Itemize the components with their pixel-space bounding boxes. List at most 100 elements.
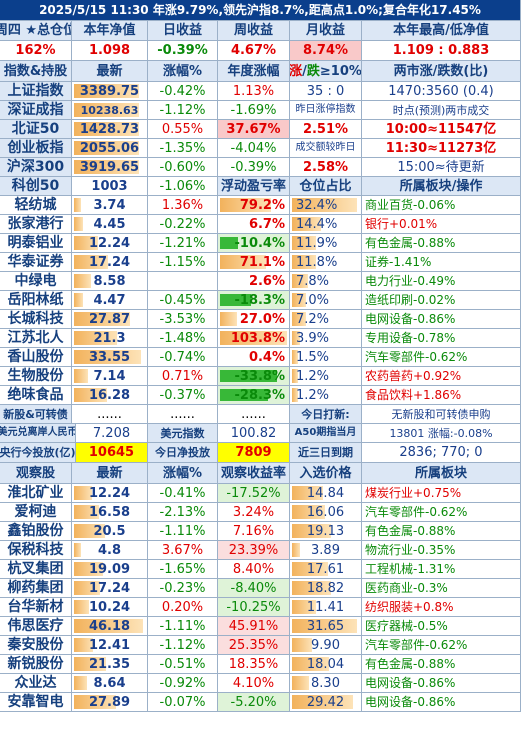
- holding-name: 明泰铝业: [0, 234, 72, 253]
- watch-last-text: 16.58: [88, 504, 131, 520]
- value-bar: [292, 236, 316, 250]
- summary-header-text: 日收益: [162, 23, 202, 38]
- index-change-text: -1.06%: [159, 178, 206, 194]
- cb-value-text: 10645: [88, 445, 135, 460]
- watch-entry-price: 3.89: [290, 541, 362, 560]
- watch-sector: 物流行业-0.35%: [362, 541, 521, 560]
- newstock-row: 新股&可转债.................. 今日打新: 无新股和可转债申购: [0, 405, 521, 424]
- watch-entry-price-text: 14.84: [306, 485, 345, 501]
- watch-entry-price-text: 8.30: [311, 675, 340, 691]
- value-bar: [220, 255, 267, 269]
- index-name: 深证成指: [0, 101, 72, 120]
- holding-name-text: 江苏北人: [7, 330, 64, 346]
- value-bar: [74, 581, 100, 595]
- watch-change-text: 3.67%: [161, 542, 204, 558]
- index-name: 沪深300: [0, 158, 72, 177]
- newstock-today-text: 今日打新:: [301, 407, 350, 421]
- watch-return: 3.24%: [218, 503, 290, 522]
- holding-last: 3.74: [72, 196, 148, 215]
- holding-sector-text: 造纸印刷-0.02%: [365, 293, 456, 307]
- summary-value: 162%: [0, 41, 72, 61]
- value-bar: [220, 389, 269, 401]
- holding-change: -3.53%: [148, 310, 218, 329]
- holding-name-text: 轻纺城: [14, 197, 57, 213]
- watch-last: 8.64: [72, 674, 148, 693]
- summary-value: 4.67%: [218, 41, 290, 61]
- watch-return: 25.35%: [218, 636, 290, 655]
- index-last-text: 1003: [91, 178, 128, 194]
- column-header-text: 仓位占比: [299, 178, 352, 194]
- holding-change: -1.21%: [148, 234, 218, 253]
- watch-return-text: 23.39%: [228, 542, 279, 558]
- holding-change-text: -0.37%: [159, 387, 206, 403]
- value-bar: [74, 638, 93, 652]
- holding-sector-text: 食品饮料+1.86%: [365, 388, 462, 402]
- watch-last-text: 4.8: [97, 542, 122, 558]
- watch-return-text: -17.52%: [226, 485, 281, 501]
- holding-name: 华泰证券: [0, 253, 72, 272]
- value-bar: [74, 562, 103, 576]
- watch-return: 45.91%: [218, 617, 290, 636]
- index-name-text: 创业板指: [7, 140, 64, 156]
- holding-last-text: 8.58: [93, 273, 126, 289]
- holding-row: 香山股份 33.55 -0.74% 0.4% 1.5% 汽车零部件-0.62%: [0, 348, 521, 367]
- holding-last-text: 17.24: [88, 254, 131, 270]
- index-row: 深证成指 10238.63 -1.12% -1.69% 昨日涨停指数 时点(预测)两市成交: [0, 101, 521, 120]
- watch-name-text: 鑫铂股份: [7, 523, 64, 539]
- holding-last: 21.3: [72, 329, 148, 348]
- watch-change: -0.41%: [148, 484, 218, 503]
- holding-change: -1.15%: [148, 253, 218, 272]
- holding-sector: 食品饮料+1.86%: [362, 386, 521, 405]
- index-header: 年度涨幅: [218, 61, 290, 82]
- value-bar: [74, 524, 105, 538]
- summary-value-text: 1.109 : 0.883: [392, 43, 490, 58]
- watch-entry-price: 17.61: [290, 560, 362, 579]
- holding-change-text: -0.45%: [159, 292, 206, 308]
- dxy-label-text: 美元指数: [160, 426, 205, 440]
- holding-last-text: 21.3: [93, 330, 126, 346]
- watch-change-text: -1.11%: [159, 618, 206, 634]
- holding-change: [148, 272, 218, 291]
- index-name: 科创50: [0, 177, 72, 196]
- index-extra: 时点(预测)两市成交: [362, 101, 521, 120]
- summary-header: 周四 ★总仓位: [0, 21, 72, 41]
- holding-change: -0.37%: [148, 386, 218, 405]
- watch-header: 观察收益率: [218, 463, 290, 484]
- watch-last: 21.35: [72, 655, 148, 674]
- watch-entry-price: 18.82: [290, 579, 362, 598]
- index-extra-text: 1470:3560 (0.4): [388, 83, 494, 99]
- value-bar: [74, 619, 144, 633]
- holding-pnl: 79.2%: [218, 196, 290, 215]
- dxy-value: 100.82: [218, 424, 290, 443]
- value-bar: [220, 198, 272, 212]
- value-bar: [292, 562, 329, 576]
- net-value: 7809: [218, 443, 290, 463]
- watch-return-text: 8.40%: [232, 561, 275, 577]
- holding-pnl: -18.3%: [218, 291, 290, 310]
- newstock-label: 新股&可转债: [0, 405, 72, 424]
- index-header-text: 指数&持股: [3, 63, 68, 79]
- index-ytd-text: 1.13%: [232, 83, 275, 99]
- watch-return: 8.40%: [218, 560, 290, 579]
- holding-sector: 证券-1.41%: [362, 253, 521, 272]
- watch-header-text: 涨幅%: [162, 465, 203, 481]
- index-ud: 2.58%: [290, 158, 362, 177]
- watch-sector-text: 电网设备-0.86%: [365, 695, 456, 709]
- holding-row: 中绿电 8.58 2.6% 7.8% 电力行业-0.49%: [0, 272, 521, 291]
- holding-sector-text: 专用设备-0.78%: [365, 331, 456, 345]
- holding-pnl-text: 2.6%: [248, 273, 285, 289]
- holding-pnl: 2.6%: [218, 272, 290, 291]
- watch-return-text: -5.20%: [230, 694, 277, 710]
- holding-name-text: 长城科技: [7, 311, 64, 327]
- watch-change-text: -0.23%: [159, 580, 206, 596]
- watch-row: 杭叉集团 19.09 -1.65% 8.40% 17.61 工程机械-1.31%: [0, 560, 521, 579]
- holding-pnl: -33.8%: [218, 367, 290, 386]
- value-bar: [74, 369, 89, 383]
- watch-name: 台华新材: [0, 598, 72, 617]
- holding-name-text: 岳阳林纸: [7, 292, 64, 308]
- summary-header: 周收益: [218, 21, 290, 41]
- index-change-text: -0.60%: [159, 159, 206, 175]
- holding-pnl-text: -28.3%: [234, 387, 286, 403]
- index-ud-text: 2.51%: [302, 121, 349, 137]
- watch-header: 入选价格: [290, 463, 362, 484]
